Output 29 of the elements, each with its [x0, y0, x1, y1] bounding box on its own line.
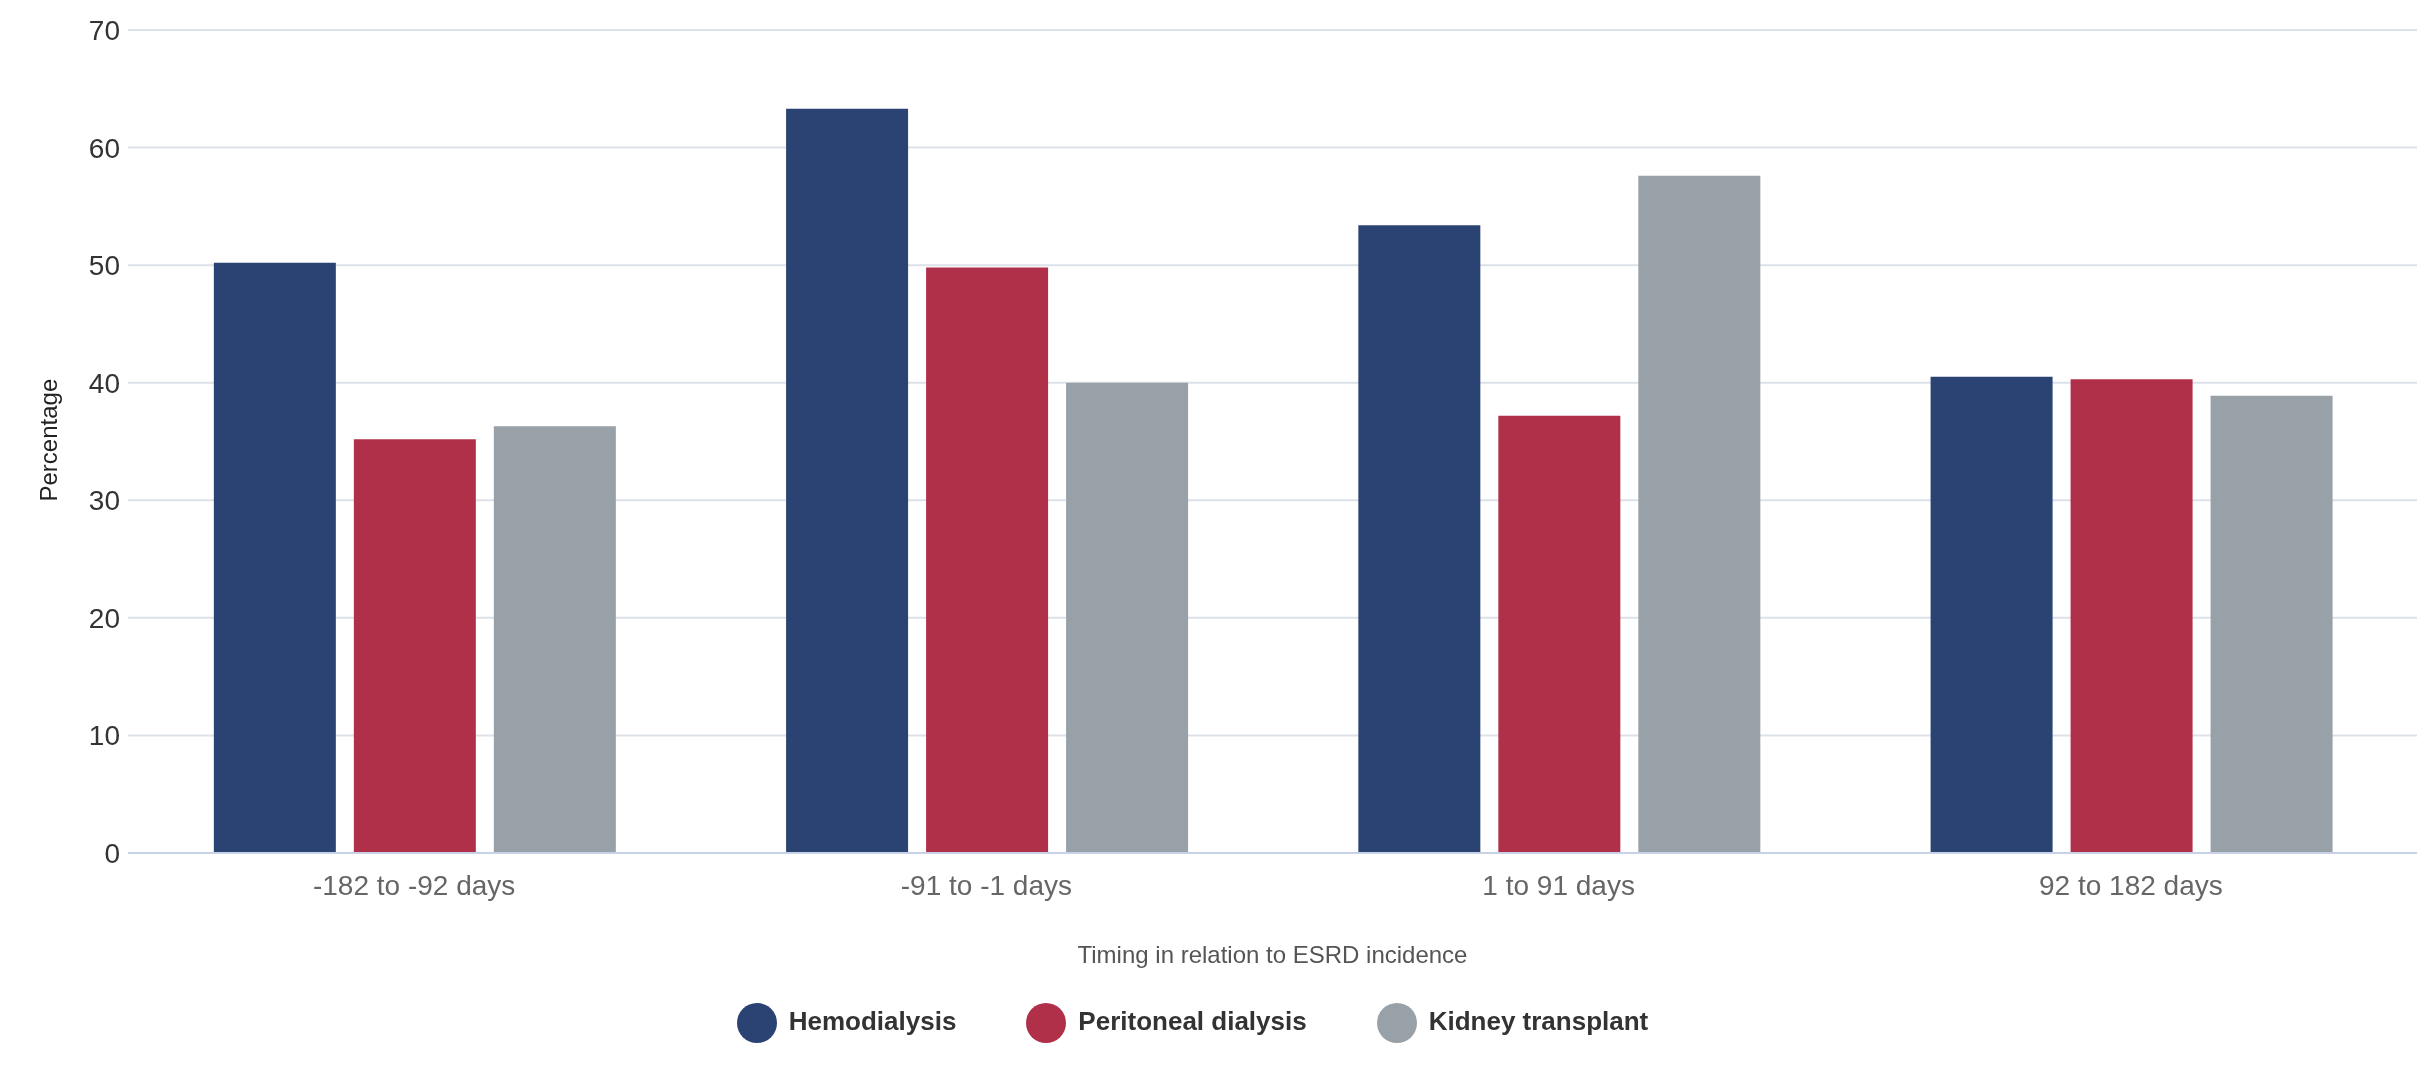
- legend-label: Kidney transplant: [1428, 1005, 1649, 1036]
- x-axis-title: Timing in relation to ESRD incidence: [1077, 941, 1468, 968]
- bar: [353, 439, 476, 853]
- y-tick-label: 70: [88, 14, 120, 46]
- y-axis-title: Percentage: [34, 378, 62, 502]
- bar: [1930, 376, 2053, 853]
- bar: [786, 108, 909, 853]
- bar: [1066, 382, 1189, 853]
- y-tick-label: 60: [88, 132, 120, 164]
- x-tick-label: -91 to -1 days: [900, 869, 1072, 901]
- bar: [1358, 225, 1481, 853]
- x-tick-label: 1 to 91 days: [1482, 869, 1635, 901]
- x-tick-label: 92 to 182 days: [2039, 869, 2223, 901]
- legend-label: Peritoneal dialysis: [1078, 1005, 1307, 1036]
- bar: [1498, 415, 1621, 853]
- bar: [2210, 395, 2333, 853]
- bar: [926, 267, 1049, 853]
- legend-label: Hemodialysis: [788, 1005, 957, 1036]
- y-tick-label: 40: [88, 367, 120, 399]
- bar: [213, 262, 336, 853]
- bar: [2070, 379, 2193, 853]
- bar: [493, 426, 616, 853]
- y-tick-label: 0: [104, 837, 120, 869]
- y-tick-label: 20: [88, 602, 120, 634]
- x-tick-label: -182 to -92 days: [312, 869, 516, 901]
- bar: [1638, 175, 1761, 853]
- y-tick-label: 50: [88, 250, 120, 282]
- y-tick-label: 30: [88, 485, 120, 517]
- y-tick-label: 10: [88, 720, 120, 752]
